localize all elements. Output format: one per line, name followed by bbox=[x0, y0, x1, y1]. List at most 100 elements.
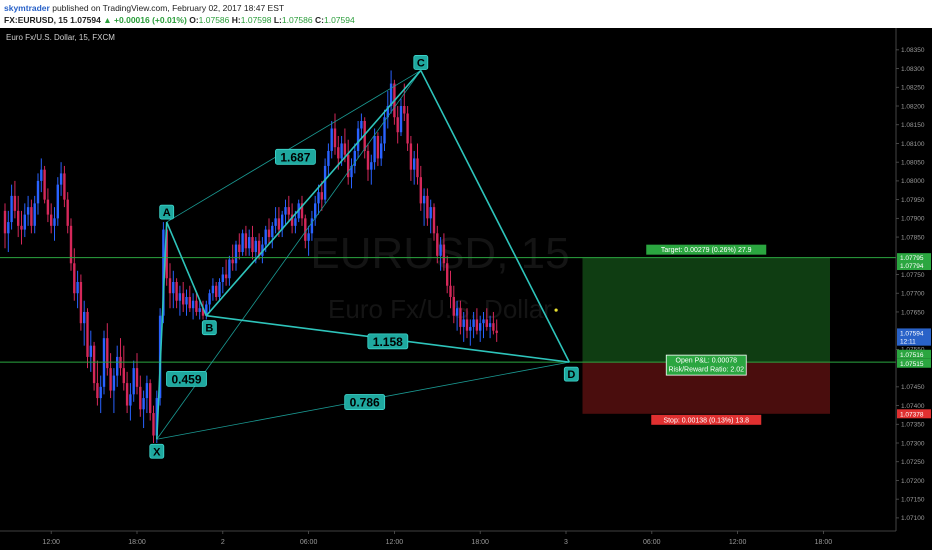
point-label: A bbox=[163, 207, 171, 219]
candle-body bbox=[69, 225, 73, 264]
candle-body bbox=[182, 293, 185, 305]
candle bbox=[20, 210, 23, 245]
candle-body bbox=[340, 143, 343, 159]
candle-body bbox=[26, 207, 30, 215]
candle bbox=[182, 282, 185, 312]
pattern-ratio[interactable]: 1.158 bbox=[367, 333, 409, 350]
candle bbox=[406, 106, 409, 151]
candle-body bbox=[145, 383, 149, 399]
candle-body bbox=[356, 128, 360, 151]
price-tick-label: 1.07350 bbox=[901, 422, 925, 429]
candle-body bbox=[175, 282, 178, 301]
pattern-point-d[interactable]: D bbox=[563, 366, 579, 382]
candle-body bbox=[149, 383, 152, 414]
candle-body bbox=[475, 319, 479, 331]
pnl-label: Open P&L: 0.00078 Risk/Reward Ratio: 2.02 bbox=[665, 354, 747, 376]
target-zone[interactable] bbox=[582, 257, 831, 363]
candle-body bbox=[165, 229, 168, 279]
candle-body bbox=[449, 285, 452, 297]
candle-body bbox=[479, 323, 482, 331]
candle bbox=[168, 263, 172, 309]
harmonic-pattern[interactable]: X A B C D 1.687 0.459 1.158 0.786 bbox=[149, 55, 579, 459]
candle-body bbox=[188, 296, 191, 309]
price-tag-box bbox=[897, 358, 931, 368]
pattern-point-c[interactable]: C bbox=[413, 55, 429, 70]
candle-body bbox=[112, 375, 116, 391]
candle bbox=[479, 315, 482, 342]
price-tick-label: 1.07850 bbox=[901, 234, 925, 241]
candle-body bbox=[337, 147, 340, 159]
candle-body bbox=[274, 218, 277, 226]
candle-body bbox=[86, 311, 89, 357]
price-tag: 1.07795 bbox=[897, 253, 931, 263]
candle-body bbox=[99, 386, 102, 399]
candle-body bbox=[43, 169, 46, 200]
candle bbox=[218, 278, 221, 301]
candle bbox=[211, 278, 215, 301]
pattern-point-a[interactable]: A bbox=[159, 204, 175, 220]
time-axis[interactable]: 12:00 18:00 2 06:00 12:00 18:00 3 06:00 12:00 18:… bbox=[0, 530, 896, 546]
candle-body bbox=[383, 117, 386, 144]
candle bbox=[152, 405, 155, 444]
candle bbox=[300, 195, 304, 226]
pattern-point-x[interactable]: X bbox=[149, 443, 165, 459]
candle-body bbox=[195, 300, 198, 312]
position-tool[interactable] bbox=[582, 257, 831, 414]
rr-text: Risk/Reward Ratio: 2.02 bbox=[669, 367, 745, 374]
candle bbox=[96, 360, 99, 406]
candle-body bbox=[439, 244, 442, 256]
candle bbox=[36, 173, 40, 215]
candle-body bbox=[347, 154, 350, 178]
candle bbox=[50, 203, 53, 234]
price-axis[interactable]: 1.08350 1.08300 1.08250 1.08200 1.08150 1.081… bbox=[895, 28, 931, 531]
candle bbox=[142, 390, 145, 429]
candle-body bbox=[429, 207, 432, 219]
author-link[interactable]: skymtrader bbox=[4, 3, 50, 13]
candle bbox=[76, 270, 79, 309]
candle bbox=[409, 135, 413, 181]
candle-body bbox=[231, 259, 234, 264]
candle-body bbox=[406, 113, 409, 144]
price-tick-label: 1.08300 bbox=[901, 66, 925, 73]
candle-body bbox=[20, 225, 23, 230]
candle-body bbox=[488, 323, 492, 327]
candle bbox=[172, 270, 175, 309]
price-tag: 12:11 bbox=[897, 336, 931, 346]
candle-body bbox=[422, 195, 426, 204]
candle bbox=[426, 188, 429, 226]
pattern-ratio[interactable]: 0.459 bbox=[166, 370, 207, 387]
candle bbox=[63, 165, 66, 208]
candle-body bbox=[33, 203, 36, 226]
pattern-point-b[interactable]: B bbox=[201, 320, 217, 336]
candle bbox=[327, 143, 330, 178]
candle-body bbox=[327, 150, 330, 166]
stop-label-box bbox=[651, 414, 762, 425]
pattern-ratio[interactable]: 1.687 bbox=[274, 148, 316, 165]
candle bbox=[40, 158, 43, 193]
candle-body bbox=[290, 214, 294, 226]
candle-body bbox=[23, 214, 26, 230]
pattern-ratio[interactable]: 0.786 bbox=[344, 394, 386, 410]
candle bbox=[116, 345, 119, 387]
candle bbox=[23, 203, 26, 238]
change-value: +0.00016 (+0.01%) bbox=[114, 15, 187, 25]
candle bbox=[452, 285, 455, 324]
candle bbox=[284, 199, 287, 226]
ratio-box bbox=[367, 333, 409, 350]
candle bbox=[53, 207, 56, 241]
candle-body bbox=[129, 394, 132, 406]
candle-body bbox=[264, 229, 267, 245]
candle-body bbox=[3, 210, 7, 234]
price-tick-label: 1.07750 bbox=[901, 272, 925, 279]
candle-body bbox=[360, 120, 363, 129]
candle bbox=[465, 308, 469, 339]
candle bbox=[330, 120, 333, 159]
price-chart[interactable]: Euro Fx/U.S. Dollar, 15, FXCM EURUSD, 15… bbox=[0, 28, 932, 550]
candle bbox=[366, 143, 370, 181]
position-labels: Target: 0.00279 (0.26%) 27.9 Open P&L: 0.… bbox=[646, 244, 767, 425]
candle-body bbox=[125, 383, 129, 406]
candle bbox=[112, 368, 116, 414]
candle bbox=[7, 210, 10, 253]
candle-body bbox=[304, 218, 307, 241]
candle-body bbox=[399, 106, 403, 133]
